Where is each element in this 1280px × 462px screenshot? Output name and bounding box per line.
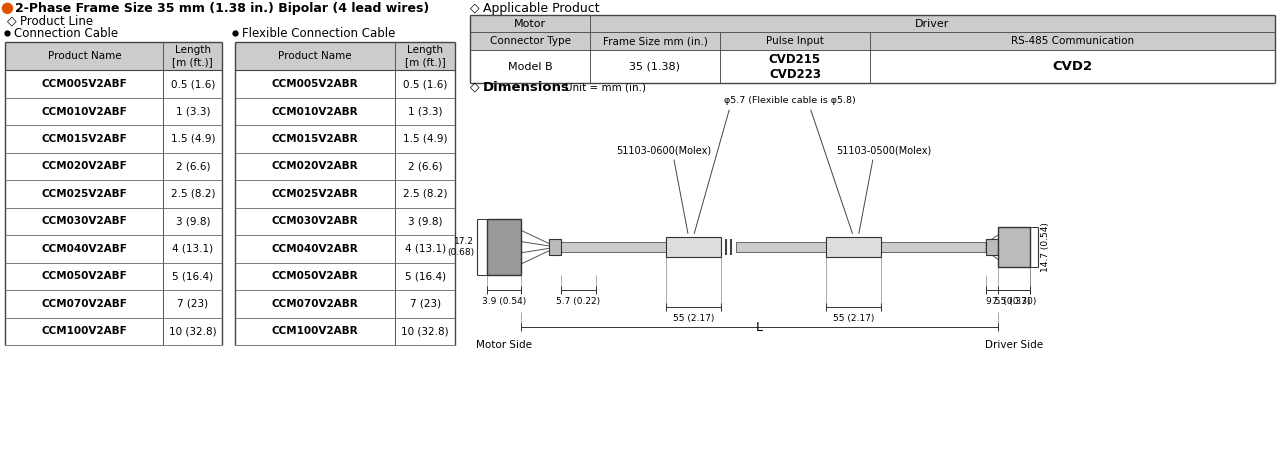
Text: 0.5 (1.6): 0.5 (1.6) (403, 79, 447, 89)
Text: CCM025V2ABR: CCM025V2ABR (271, 189, 358, 199)
Text: Flexible Connection Cable: Flexible Connection Cable (242, 27, 396, 40)
Text: 35 (1.38): 35 (1.38) (630, 62, 681, 72)
Text: 3 (9.8): 3 (9.8) (408, 216, 443, 226)
Text: 17.2
(0.68): 17.2 (0.68) (447, 237, 474, 257)
Text: ◇: ◇ (470, 2, 480, 15)
Text: 51103-0600(Molex): 51103-0600(Molex) (616, 145, 712, 155)
Text: CCM070V2ABF: CCM070V2ABF (41, 299, 127, 309)
Text: 4 (13.1): 4 (13.1) (173, 244, 214, 254)
Text: L: L (756, 321, 763, 334)
Text: CVD2: CVD2 (1052, 61, 1092, 73)
Text: 1 (3.3): 1 (3.3) (408, 107, 443, 116)
Text: CCM040V2ABR: CCM040V2ABR (271, 244, 358, 254)
Bar (736, 242, 826, 252)
Bar (236, 43, 456, 70)
Text: CCM100V2ABF: CCM100V2ABF (41, 326, 127, 336)
Text: CCM040V2ABF: CCM040V2ABF (41, 244, 127, 254)
Text: 3.9 (0.54): 3.9 (0.54) (483, 297, 526, 306)
Text: Frame Size mm (in.): Frame Size mm (in.) (603, 36, 708, 46)
Text: Model B: Model B (508, 62, 553, 72)
Text: Length
[m (ft.)]: Length [m (ft.)] (404, 45, 445, 67)
Text: CCM050V2ABF: CCM050V2ABF (41, 271, 127, 281)
Circle shape (3, 3, 13, 13)
Text: Motor: Motor (515, 19, 547, 29)
Text: CCM030V2ABR: CCM030V2ABR (271, 216, 358, 226)
Text: 51103-0500(Molex): 51103-0500(Molex) (836, 145, 931, 155)
Text: 3 (9.8): 3 (9.8) (175, 216, 210, 226)
Text: CCM050V2ABR: CCM050V2ABR (271, 271, 358, 281)
Text: 2-Phase Frame Size 35 mm (1.38 in.) Bipolar (4 lead wires): 2-Phase Frame Size 35 mm (1.38 in.) Bipo… (15, 2, 430, 15)
Text: 7 (23): 7 (23) (410, 299, 440, 309)
Text: φ5.7 (Flexible cable is φ5.8): φ5.7 (Flexible cable is φ5.8) (724, 96, 856, 105)
Text: 10 (32.8): 10 (32.8) (169, 326, 216, 336)
Text: Product Name: Product Name (279, 51, 352, 61)
Bar (666, 237, 721, 257)
Text: 14.7 (0.54): 14.7 (0.54) (1041, 222, 1050, 272)
Text: CCM005V2ABF: CCM005V2ABF (41, 79, 127, 89)
Bar (5, 43, 223, 70)
Bar (881, 242, 986, 252)
Text: ◇: ◇ (470, 81, 480, 94)
Text: Driver Side: Driver Side (984, 340, 1043, 350)
Text: CCM010V2ABR: CCM010V2ABR (271, 107, 358, 116)
Bar (561, 242, 666, 252)
Text: Connection Cable: Connection Cable (14, 27, 119, 40)
Text: 7.5 (0.30): 7.5 (0.30) (992, 297, 1036, 306)
Text: Length
[m (ft.)]: Length [m (ft.)] (173, 45, 214, 67)
Text: 4 (13.1): 4 (13.1) (404, 244, 445, 254)
Text: Product Name: Product Name (47, 51, 122, 61)
Bar (549, 239, 561, 255)
Text: 1.5 (4.9): 1.5 (4.9) (170, 134, 215, 144)
Text: CVD215
CVD223: CVD215 CVD223 (769, 53, 820, 81)
Text: CCM030V2ABF: CCM030V2ABF (41, 216, 127, 226)
Bar (997, 227, 1029, 267)
Text: Product Line: Product Line (20, 15, 93, 28)
Text: 5.7 (0.22): 5.7 (0.22) (556, 297, 600, 306)
Text: 5 (16.4): 5 (16.4) (404, 271, 445, 281)
Text: CCM020V2ABF: CCM020V2ABF (41, 161, 127, 171)
Bar (488, 219, 521, 275)
Text: 7 (23): 7 (23) (177, 299, 209, 309)
Text: CCM025V2ABF: CCM025V2ABF (41, 189, 127, 199)
Text: CCM020V2ABR: CCM020V2ABR (271, 161, 358, 171)
Text: Unit = mm (in.): Unit = mm (in.) (564, 82, 646, 92)
Text: 55 (2.17): 55 (2.17) (673, 314, 714, 323)
Bar (470, 15, 1275, 32)
Text: Applicable Product: Applicable Product (483, 2, 600, 15)
Text: CCM010V2ABF: CCM010V2ABF (41, 107, 127, 116)
Text: ◇: ◇ (8, 15, 17, 28)
Text: Dimensions: Dimensions (483, 81, 570, 94)
Text: CCM070V2ABR: CCM070V2ABR (271, 299, 358, 309)
Text: Motor Side: Motor Side (476, 340, 532, 350)
Bar (986, 239, 997, 255)
Text: Driver: Driver (915, 19, 950, 29)
Text: CCM015V2ABF: CCM015V2ABF (41, 134, 127, 144)
Bar (826, 237, 881, 257)
Text: CCM100V2ABR: CCM100V2ABR (271, 326, 358, 336)
Text: RS-485 Communication: RS-485 Communication (1011, 36, 1134, 46)
Text: 1 (3.3): 1 (3.3) (175, 107, 210, 116)
Text: 5 (16.4): 5 (16.4) (173, 271, 214, 281)
Text: 55 (2.17): 55 (2.17) (833, 314, 874, 323)
Bar (470, 32, 1275, 50)
Text: Pulse Input: Pulse Input (765, 36, 824, 46)
Text: Connector Type: Connector Type (489, 36, 571, 46)
Text: 2.5 (8.2): 2.5 (8.2) (170, 189, 215, 199)
Text: 2.5 (8.2): 2.5 (8.2) (403, 189, 448, 199)
Text: 10 (32.8): 10 (32.8) (402, 326, 449, 336)
Text: 1.5 (4.9): 1.5 (4.9) (403, 134, 448, 144)
Text: 0.5 (1.6): 0.5 (1.6) (170, 79, 215, 89)
Text: 9.5 (0.37): 9.5 (0.37) (986, 297, 1030, 306)
Text: 2 (6.6): 2 (6.6) (175, 161, 210, 171)
Text: 2 (6.6): 2 (6.6) (408, 161, 443, 171)
Text: CCM005V2ABR: CCM005V2ABR (271, 79, 358, 89)
Text: CCM015V2ABR: CCM015V2ABR (271, 134, 358, 144)
